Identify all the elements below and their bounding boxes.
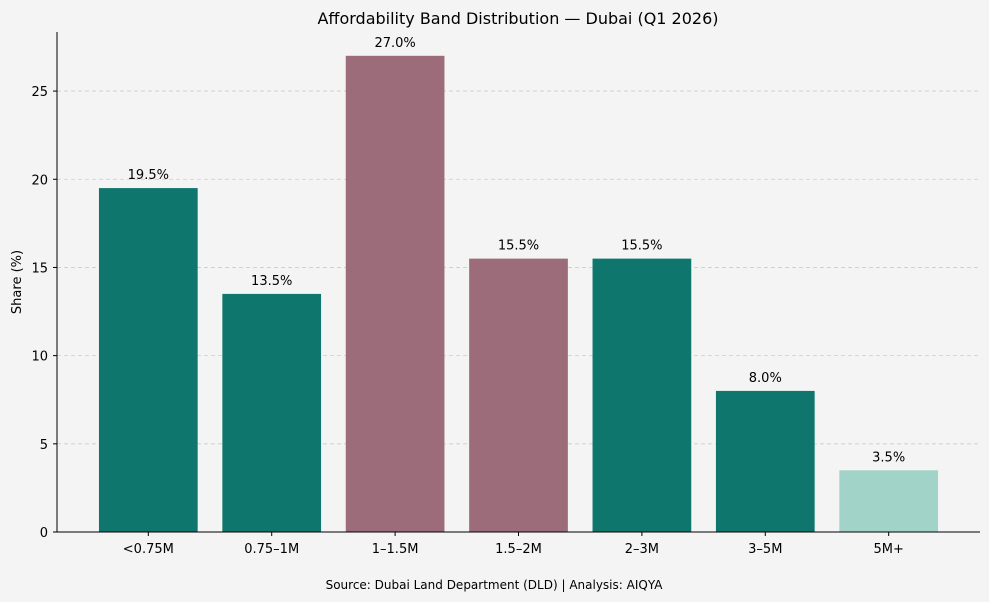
data-label: 15.5% — [621, 239, 662, 254]
y-axis-label: Share (%) — [10, 250, 25, 314]
bar — [98, 188, 198, 532]
y-tick-label: 15 — [31, 261, 48, 276]
bar — [839, 470, 939, 532]
x-tick-label: 1.5–2M — [495, 542, 542, 557]
x-tick-label: 3–5M — [748, 542, 782, 557]
x-tick-label: 5M+ — [873, 542, 903, 557]
data-label: 19.5% — [128, 168, 169, 183]
bar — [715, 390, 815, 532]
data-label: 15.5% — [498, 239, 539, 254]
bar — [345, 55, 445, 533]
y-tick-label: 0 — [40, 526, 48, 541]
y-tick-label: 20 — [31, 173, 48, 188]
bar — [592, 258, 692, 532]
data-label: 13.5% — [251, 274, 292, 289]
data-label: 3.5% — [872, 450, 905, 465]
bar — [469, 258, 568, 532]
y-tick-label: 10 — [31, 350, 48, 365]
bar — [222, 293, 322, 532]
y-tick-label: 25 — [31, 85, 48, 100]
data-label: 8.0% — [749, 371, 782, 386]
x-tick-label: 0.75–1M — [244, 542, 299, 557]
source-footer: Source: Dubai Land Department (DLD) | An… — [326, 578, 664, 592]
x-tick-label: 1–1.5M — [372, 542, 419, 557]
chart-title: Affordability Band Distribution — Dubai … — [317, 9, 718, 28]
x-tick-label: 2–3M — [625, 542, 659, 557]
x-tick-label: <0.75M — [123, 542, 174, 557]
y-tick-label: 5 — [40, 438, 48, 453]
data-label: 27.0% — [374, 36, 415, 51]
